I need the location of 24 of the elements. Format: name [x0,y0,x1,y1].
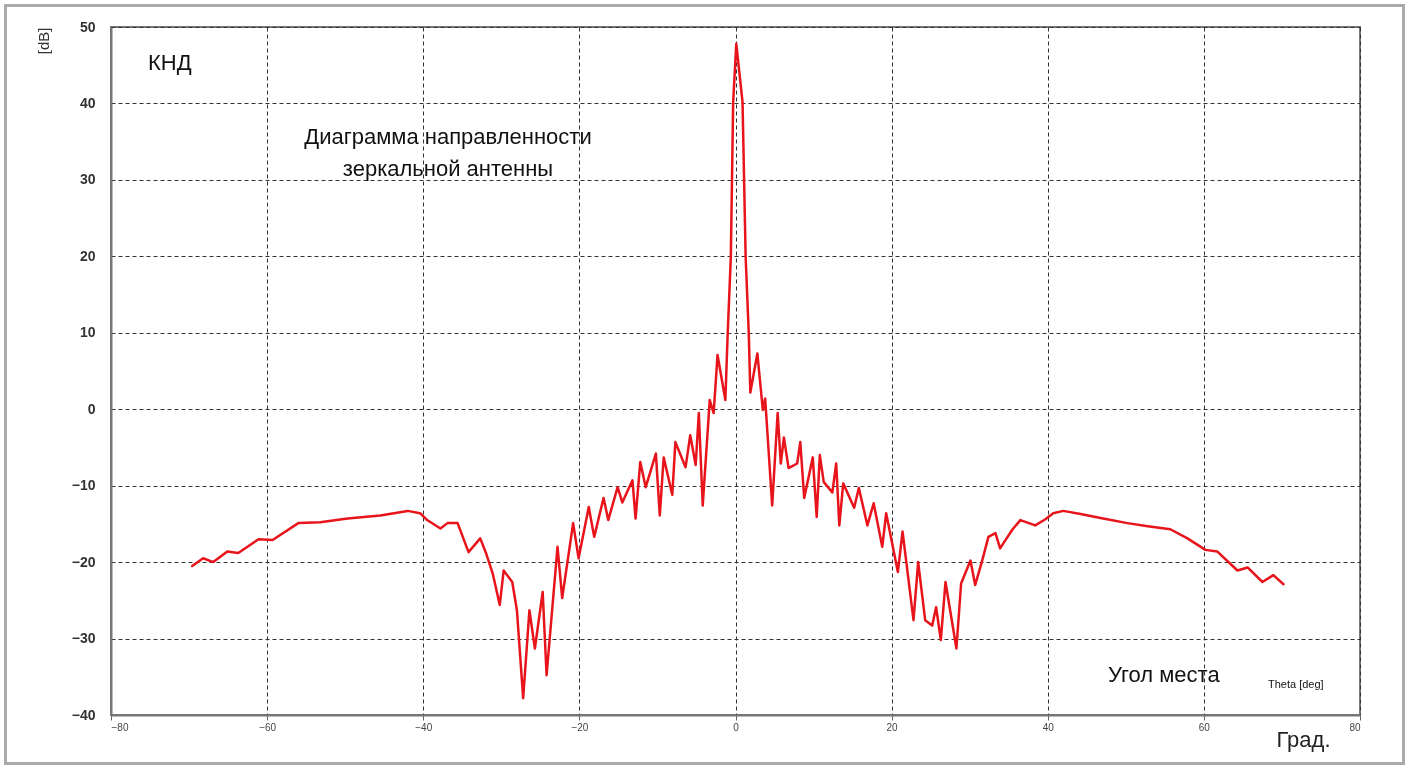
annotation: Theta [deg] [1268,678,1324,690]
y-tick-label: −30 [71,630,96,647]
x-axis-title: Град. [1276,726,1331,752]
x-tick-label: 60 [1198,721,1211,733]
y-tick-label: 10 [79,324,96,341]
y-tick-label: 20 [79,247,96,264]
x-tick-label: 0 [733,721,740,733]
y-tick-label: −20 [71,553,96,570]
x-tick-label: 40 [1042,721,1055,733]
annotation: Угол места [1108,662,1221,687]
x-tick-label: 20 [886,721,899,733]
x-tick-label: −80 [111,721,129,733]
y-tick-label: −10 [71,477,96,494]
x-tick-label: −40 [415,721,433,733]
y-tick-label: 0 [87,400,96,417]
y-tick-label: 30 [79,171,96,188]
y-axis-title: [dB] [34,27,52,55]
x-tick-label: 80 [1349,721,1361,733]
text: Диаграмма направленности зеркальной антенны [304,124,592,181]
annotation: КНД [148,50,192,75]
y-tick-label: 40 [79,94,96,111]
y-tick-label: 50 [79,18,96,35]
x-tick-label: −60 [259,721,277,733]
x-tick-label: −20 [571,721,589,733]
